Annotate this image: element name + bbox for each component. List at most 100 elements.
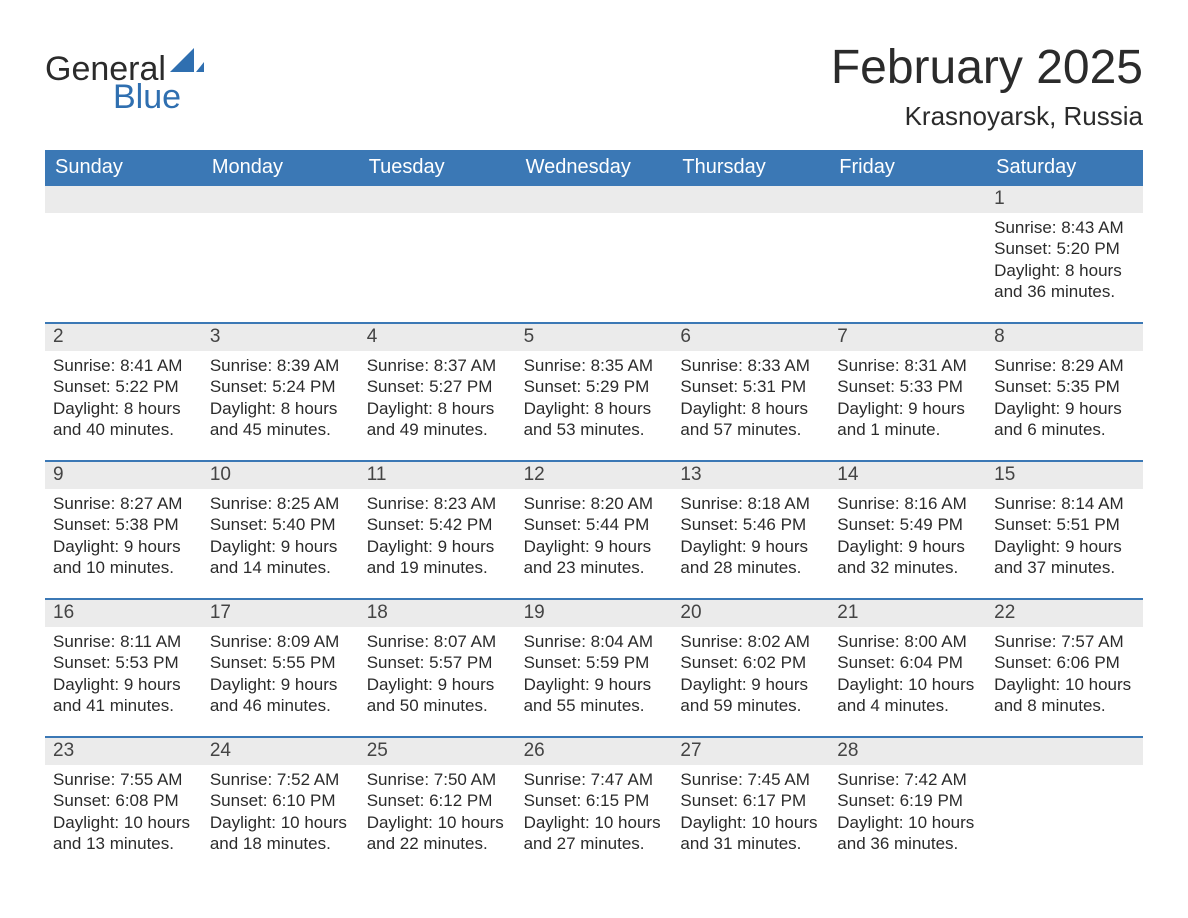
day-line: Sunset: 6:17 PM	[680, 790, 821, 811]
daynum-band: 9101112131415	[45, 462, 1143, 489]
day-number: 3	[202, 324, 359, 351]
day-line: Sunset: 5:53 PM	[53, 652, 194, 673]
day-body: Sunrise: 8:23 AMSunset: 5:42 PMDaylight:…	[359, 489, 516, 584]
day-body	[45, 213, 202, 308]
day-body: Sunrise: 7:50 AMSunset: 6:12 PMDaylight:…	[359, 765, 516, 860]
day-body: Sunrise: 7:47 AMSunset: 6:15 PMDaylight:…	[516, 765, 673, 860]
day-number: 18	[359, 600, 516, 627]
day-line: Sunrise: 7:55 AM	[53, 769, 194, 790]
week-row: 1Sunrise: 8:43 AMSunset: 5:20 PMDaylight…	[45, 186, 1143, 308]
day-line: Daylight: 9 hours and 50 minutes.	[367, 674, 508, 717]
daybody-band: Sunrise: 8:43 AMSunset: 5:20 PMDaylight:…	[45, 213, 1143, 308]
day-line: Sunset: 6:15 PM	[524, 790, 665, 811]
day-body: Sunrise: 8:33 AMSunset: 5:31 PMDaylight:…	[672, 351, 829, 446]
day-line: Daylight: 10 hours and 8 minutes.	[994, 674, 1135, 717]
day-number: 20	[672, 600, 829, 627]
day-line: Sunset: 5:46 PM	[680, 514, 821, 535]
daynum-band: 1	[45, 186, 1143, 213]
day-line: Daylight: 9 hours and 19 minutes.	[367, 536, 508, 579]
day-line: Sunrise: 8:25 AM	[210, 493, 351, 514]
daybody-band: Sunrise: 8:41 AMSunset: 5:22 PMDaylight:…	[45, 351, 1143, 446]
day-body	[829, 213, 986, 308]
day-number: 10	[202, 462, 359, 489]
day-body: Sunrise: 8:20 AMSunset: 5:44 PMDaylight:…	[516, 489, 673, 584]
day-line: Daylight: 9 hours and 23 minutes.	[524, 536, 665, 579]
day-line: Sunset: 6:02 PM	[680, 652, 821, 673]
day-line: Sunset: 5:44 PM	[524, 514, 665, 535]
sail-icon	[170, 48, 204, 78]
day-line: Sunset: 5:24 PM	[210, 376, 351, 397]
day-line: Daylight: 9 hours and 59 minutes.	[680, 674, 821, 717]
day-line: Daylight: 9 hours and 41 minutes.	[53, 674, 194, 717]
day-of-week-cell: Tuesday	[359, 150, 516, 186]
day-line: Sunset: 5:42 PM	[367, 514, 508, 535]
location: Krasnoyarsk, Russia	[831, 101, 1143, 132]
day-of-week-cell: Wednesday	[516, 150, 673, 186]
day-number	[986, 738, 1143, 765]
day-line: Daylight: 10 hours and 31 minutes.	[680, 812, 821, 855]
day-body: Sunrise: 7:52 AMSunset: 6:10 PMDaylight:…	[202, 765, 359, 860]
day-number: 27	[672, 738, 829, 765]
calendar: SundayMondayTuesdayWednesdayThursdayFrid…	[45, 150, 1143, 860]
day-line: Daylight: 9 hours and 32 minutes.	[837, 536, 978, 579]
week-row: 16171819202122Sunrise: 8:11 AMSunset: 5:…	[45, 598, 1143, 722]
day-body	[516, 213, 673, 308]
day-number: 6	[672, 324, 829, 351]
day-of-week-cell: Friday	[829, 150, 986, 186]
day-line: Sunset: 5:38 PM	[53, 514, 194, 535]
day-number: 17	[202, 600, 359, 627]
day-line: Sunrise: 7:47 AM	[524, 769, 665, 790]
day-line: Daylight: 9 hours and 14 minutes.	[210, 536, 351, 579]
title-block: February 2025 Krasnoyarsk, Russia	[831, 40, 1143, 132]
day-body: Sunrise: 8:31 AMSunset: 5:33 PMDaylight:…	[829, 351, 986, 446]
day-line: Daylight: 10 hours and 13 minutes.	[53, 812, 194, 855]
day-line: Daylight: 10 hours and 36 minutes.	[837, 812, 978, 855]
day-body: Sunrise: 8:14 AMSunset: 5:51 PMDaylight:…	[986, 489, 1143, 584]
day-line: Sunrise: 8:16 AM	[837, 493, 978, 514]
daynum-band: 2345678	[45, 324, 1143, 351]
day-line: Sunrise: 8:43 AM	[994, 217, 1135, 238]
day-body	[672, 213, 829, 308]
day-body: Sunrise: 8:25 AMSunset: 5:40 PMDaylight:…	[202, 489, 359, 584]
day-of-week-cell: Saturday	[986, 150, 1143, 186]
day-number: 22	[986, 600, 1143, 627]
day-line: Sunrise: 8:39 AM	[210, 355, 351, 376]
day-line: Daylight: 8 hours and 53 minutes.	[524, 398, 665, 441]
day-line: Sunset: 5:35 PM	[994, 376, 1135, 397]
day-line: Sunset: 5:20 PM	[994, 238, 1135, 259]
day-line: Sunrise: 8:41 AM	[53, 355, 194, 376]
day-line: Sunrise: 8:20 AM	[524, 493, 665, 514]
day-number	[202, 186, 359, 213]
day-line: Daylight: 10 hours and 22 minutes.	[367, 812, 508, 855]
day-line: Daylight: 8 hours and 49 minutes.	[367, 398, 508, 441]
day-body: Sunrise: 8:37 AMSunset: 5:27 PMDaylight:…	[359, 351, 516, 446]
day-line: Sunset: 5:49 PM	[837, 514, 978, 535]
day-body: Sunrise: 8:39 AMSunset: 5:24 PMDaylight:…	[202, 351, 359, 446]
day-line: Daylight: 9 hours and 37 minutes.	[994, 536, 1135, 579]
day-of-week-cell: Monday	[202, 150, 359, 186]
day-body: Sunrise: 8:16 AMSunset: 5:49 PMDaylight:…	[829, 489, 986, 584]
day-number: 4	[359, 324, 516, 351]
day-body: Sunrise: 8:09 AMSunset: 5:55 PMDaylight:…	[202, 627, 359, 722]
day-number	[359, 186, 516, 213]
day-line: Daylight: 9 hours and 10 minutes.	[53, 536, 194, 579]
day-line: Sunrise: 8:11 AM	[53, 631, 194, 652]
day-body: Sunrise: 8:29 AMSunset: 5:35 PMDaylight:…	[986, 351, 1143, 446]
day-line: Daylight: 9 hours and 46 minutes.	[210, 674, 351, 717]
day-line: Daylight: 8 hours and 57 minutes.	[680, 398, 821, 441]
day-of-week-cell: Thursday	[672, 150, 829, 186]
day-body: Sunrise: 8:43 AMSunset: 5:20 PMDaylight:…	[986, 213, 1143, 308]
week-row: 232425262728Sunrise: 7:55 AMSunset: 6:08…	[45, 736, 1143, 860]
day-number: 8	[986, 324, 1143, 351]
day-line: Daylight: 8 hours and 40 minutes.	[53, 398, 194, 441]
daynum-band: 232425262728	[45, 738, 1143, 765]
day-number: 5	[516, 324, 673, 351]
day-line: Sunrise: 7:42 AM	[837, 769, 978, 790]
day-body: Sunrise: 8:18 AMSunset: 5:46 PMDaylight:…	[672, 489, 829, 584]
day-line: Daylight: 10 hours and 4 minutes.	[837, 674, 978, 717]
day-line: Daylight: 9 hours and 1 minute.	[837, 398, 978, 441]
day-line: Daylight: 10 hours and 18 minutes.	[210, 812, 351, 855]
week-row: 9101112131415Sunrise: 8:27 AMSunset: 5:3…	[45, 460, 1143, 584]
daybody-band: Sunrise: 7:55 AMSunset: 6:08 PMDaylight:…	[45, 765, 1143, 860]
day-line: Sunset: 5:51 PM	[994, 514, 1135, 535]
